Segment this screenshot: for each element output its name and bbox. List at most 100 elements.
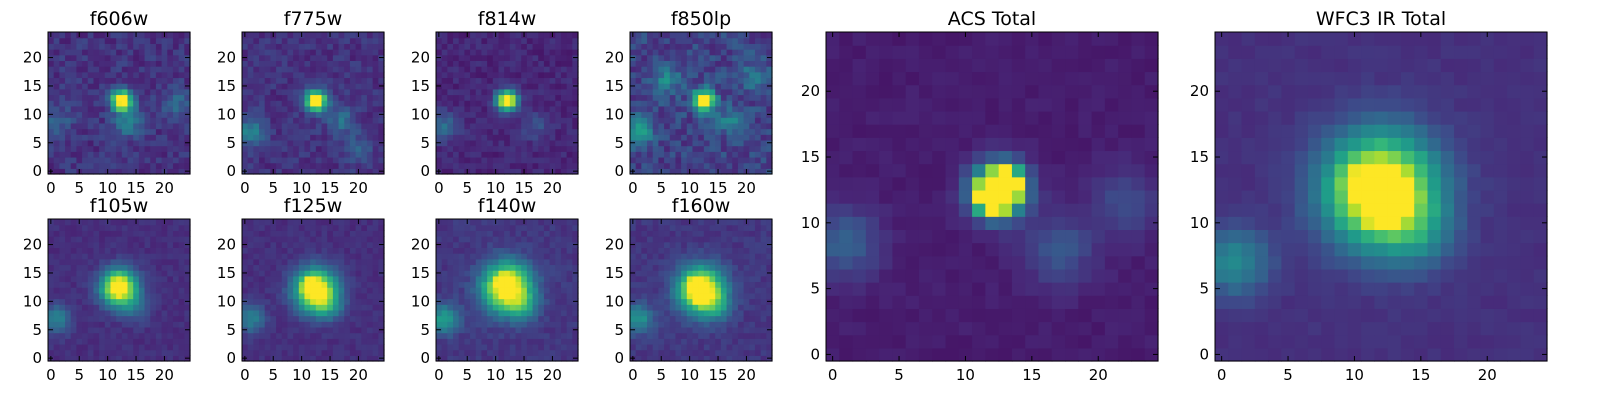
heatmap-cell <box>298 309 306 317</box>
heatmap-cell <box>127 111 134 118</box>
heatmap-cell <box>116 145 123 152</box>
heatmap-cell <box>355 134 362 141</box>
heatmap-cell <box>144 134 151 141</box>
heatmap-cell <box>526 338 534 345</box>
heatmap-cell <box>242 105 249 113</box>
heatmap-cell <box>515 32 522 39</box>
heatmap-cell <box>116 32 123 39</box>
heatmap-cell <box>276 343 283 351</box>
heatmap-cell <box>538 349 545 356</box>
heatmap-cell <box>709 292 716 300</box>
heatmap-cell <box>281 304 289 311</box>
heatmap-cell <box>155 162 163 169</box>
heatmap-cell <box>754 32 762 39</box>
heatmap-cell <box>720 111 728 118</box>
heatmap-cell <box>715 343 722 351</box>
heatmap-cell <box>720 37 728 44</box>
heatmap-cell <box>338 43 345 50</box>
heatmap-cell <box>259 236 266 243</box>
heatmap-cell <box>349 349 357 356</box>
heatmap-cell <box>492 264 500 271</box>
heatmap-cell <box>87 151 95 158</box>
heatmap-cell <box>447 139 454 147</box>
heatmap-cell <box>87 77 95 84</box>
heatmap-cell <box>253 94 260 101</box>
heatmap-cell <box>487 77 494 84</box>
heatmap-cell <box>270 117 277 124</box>
heatmap-cell <box>178 230 185 237</box>
heatmap-cell <box>144 349 151 356</box>
heatmap-cell <box>760 275 767 283</box>
heatmap-cell <box>703 292 711 300</box>
heatmap-cell <box>344 236 351 243</box>
heatmap-cell <box>178 117 185 124</box>
heatmap-cell <box>754 122 762 130</box>
heatmap-cell <box>692 156 699 164</box>
heatmap-cell <box>475 122 483 130</box>
heatmap-cell <box>99 151 106 158</box>
heatmap-cell <box>287 287 294 294</box>
heatmap-cell <box>253 162 260 169</box>
heatmap-cell <box>361 309 368 317</box>
heatmap-cell <box>259 304 266 311</box>
heatmap-cell <box>726 321 733 328</box>
heatmap-cell <box>293 162 300 169</box>
heatmap-cell <box>766 338 773 345</box>
heatmap-cell <box>464 275 471 283</box>
heatmap-cell <box>555 309 562 317</box>
heatmap-cell <box>749 151 756 158</box>
heatmap-cell <box>287 168 294 175</box>
axes-frame <box>435 31 579 175</box>
heatmap-cell <box>526 66 534 73</box>
heatmap-cell <box>259 355 266 362</box>
heatmap-cell <box>276 270 283 277</box>
heatmap-cell <box>766 105 773 113</box>
heatmap-cell <box>344 156 351 164</box>
heatmap-cell <box>521 253 528 260</box>
heatmap-cell <box>276 355 283 362</box>
heatmap-cell <box>647 349 654 356</box>
heatmap-cell <box>504 145 511 152</box>
heatmap-cell <box>253 66 260 73</box>
heatmap-cell <box>270 162 277 169</box>
heatmap-cell <box>304 230 311 237</box>
heatmap-cell <box>766 304 773 311</box>
heatmap-cell <box>464 162 471 169</box>
heatmap-cell <box>487 60 494 67</box>
heatmap-cell <box>658 281 665 288</box>
heatmap-cell <box>492 37 500 44</box>
heatmap-cell <box>487 83 494 90</box>
heatmap-cell <box>378 128 385 135</box>
heatmap-cell <box>447 49 454 56</box>
heatmap-cell <box>760 49 767 56</box>
heatmap-cell <box>315 224 323 231</box>
heatmap-cell <box>82 54 89 61</box>
heatmap-cell <box>641 54 648 61</box>
heatmap-cell <box>53 281 60 288</box>
heatmap-cell <box>110 326 117 334</box>
heatmap-cell <box>127 83 134 90</box>
heatmap-cell <box>144 304 151 311</box>
heatmap-cell <box>242 349 249 356</box>
heatmap-cell <box>150 151 157 158</box>
heatmap-cell <box>692 128 699 135</box>
heatmap-cell <box>366 71 374 79</box>
heatmap-cell <box>155 338 163 345</box>
heatmap-cell <box>652 349 659 356</box>
x-tick-label: 20 <box>349 179 368 197</box>
heatmap-cell <box>104 298 112 305</box>
heatmap-cell <box>349 224 357 231</box>
heatmap-cell <box>441 287 448 294</box>
heatmap-cell <box>127 355 134 362</box>
heatmap-cell <box>641 151 648 158</box>
heatmap-cell <box>532 117 539 124</box>
heatmap-cell <box>543 253 551 260</box>
heatmap-cell <box>184 230 191 237</box>
heatmap-cell <box>144 298 151 305</box>
heatmap-cell <box>184 100 191 107</box>
heatmap-cell <box>538 321 545 328</box>
heatmap-cell <box>99 309 106 317</box>
heatmap-cell <box>276 349 283 356</box>
heatmap-cell <box>526 54 534 61</box>
heatmap-cell <box>664 270 671 277</box>
